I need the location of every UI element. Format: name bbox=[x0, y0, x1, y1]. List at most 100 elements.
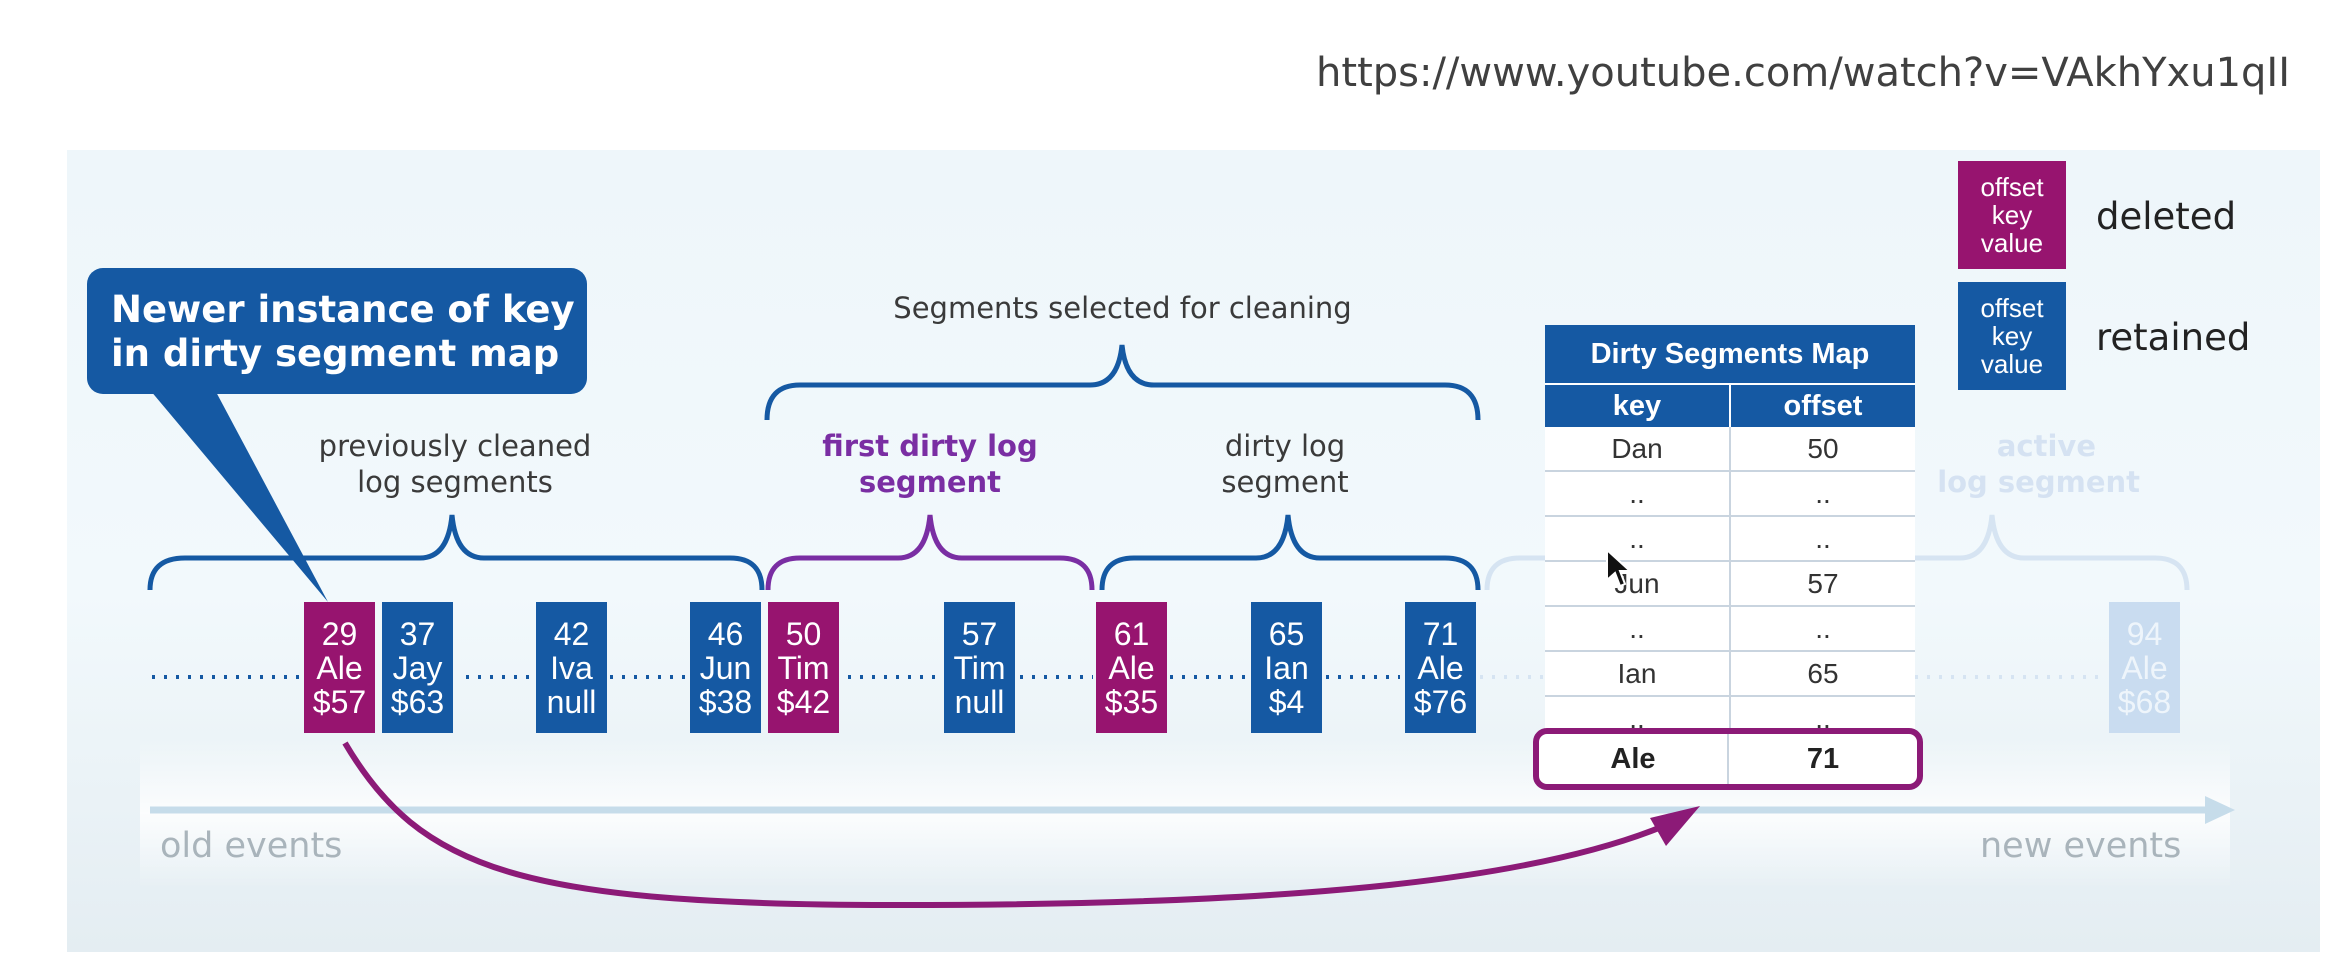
map-title: Dirty Segments Map bbox=[1545, 325, 1915, 383]
mouse-cursor-icon bbox=[1606, 548, 1633, 588]
label-selected-for-cleaning: Segments selected for cleaning bbox=[893, 291, 1352, 325]
legend-deleted-swatch: offset key value bbox=[1958, 161, 2066, 269]
record-key: Ale bbox=[1417, 649, 1464, 686]
map-highlight-key: Ale bbox=[1539, 734, 1729, 784]
record-value: $63 bbox=[390, 683, 445, 720]
record-94-ale: 94 Ale $68 bbox=[2109, 602, 2180, 733]
dirty-segments-map: Dirty Segments Map key offset Dan 50 .. … bbox=[1545, 325, 1915, 742]
map-cell-offset: .. bbox=[1815, 477, 1831, 509]
map-header: key offset bbox=[1545, 383, 1915, 427]
arrow-to-map bbox=[342, 741, 1684, 909]
record-offset: 94 bbox=[2126, 615, 2163, 652]
bracket-previously-cleaned bbox=[147, 514, 765, 591]
map-row: .. .. bbox=[1545, 607, 1915, 652]
label-active: active log segment bbox=[1910, 428, 2140, 500]
record-offset: 71 bbox=[1422, 615, 1459, 652]
map-row: .. .. bbox=[1545, 472, 1915, 517]
record-offset: 29 bbox=[321, 615, 358, 652]
record-key: Ale bbox=[316, 649, 363, 686]
record-71-ale: 71 Ale $76 bbox=[1405, 602, 1476, 733]
record-29-ale: 29 Ale $57 bbox=[304, 602, 375, 733]
callout-line-2: in dirty segment map bbox=[111, 332, 560, 375]
bracket-selected bbox=[764, 344, 1481, 421]
map-cell-key: Jun bbox=[1545, 562, 1731, 605]
bracket-dirty bbox=[1099, 514, 1481, 591]
record-value: $76 bbox=[1413, 683, 1468, 720]
map-cell-key: Ian bbox=[1545, 652, 1731, 695]
record-37-jay: 37 Jay $63 bbox=[382, 602, 453, 733]
record-value: $38 bbox=[698, 683, 753, 720]
legend-retained-swatch: offset key value bbox=[1958, 282, 2066, 390]
map-header-key: key bbox=[1545, 385, 1731, 427]
bracket-active bbox=[1484, 514, 2190, 591]
record-offset: 37 bbox=[399, 615, 436, 652]
legend-retained-label: retained bbox=[2096, 316, 2251, 359]
record-offset: 61 bbox=[1113, 615, 1150, 652]
legend-line: offset bbox=[1980, 172, 2044, 202]
callout: Newer instance of key in dirty segment m… bbox=[87, 268, 587, 394]
map-row: .. .. bbox=[1545, 517, 1915, 562]
map-cell-offset: .. bbox=[1815, 612, 1831, 644]
record-value: $42 bbox=[776, 683, 831, 720]
label-previously-cleaned-line1: previously cleaned bbox=[318, 429, 592, 463]
map-cell-key: Dan bbox=[1545, 427, 1731, 470]
record-offset: 57 bbox=[961, 615, 998, 652]
timeline-arrowhead bbox=[2205, 796, 2235, 824]
map-row: Dan 50 bbox=[1545, 427, 1915, 472]
label-active-line1: active bbox=[1996, 429, 2096, 463]
record-46-jun: 46 Jun $38 bbox=[690, 602, 761, 733]
arrow-head bbox=[1650, 806, 1700, 846]
record-50-tim: 50 Tim $42 bbox=[768, 602, 839, 733]
map-cell-key: .. bbox=[1545, 697, 1731, 740]
map-cell-offset: .. bbox=[1815, 522, 1831, 554]
map-row: Ian 65 bbox=[1545, 652, 1915, 697]
record-key: Tim bbox=[953, 649, 1006, 686]
map-cell-offset: .. bbox=[1815, 702, 1831, 734]
record-key: Jun bbox=[699, 649, 752, 686]
label-dirty-line2: segment bbox=[1221, 465, 1349, 499]
record-key: Ale bbox=[2121, 649, 2168, 686]
record-42-iva: 42 Iva null bbox=[536, 602, 607, 733]
record-value: $57 bbox=[312, 683, 367, 720]
record-key: Jay bbox=[392, 649, 443, 686]
record-57-tim: 57 Tim null bbox=[944, 602, 1015, 733]
record-key: Ale bbox=[1108, 649, 1155, 686]
label-old-events: old events bbox=[160, 826, 343, 866]
map-header-offset: offset bbox=[1783, 389, 1863, 422]
callout-line-1: Newer instance of key bbox=[111, 288, 575, 331]
record-key: Ian bbox=[1264, 649, 1309, 686]
video-url[interactable]: https://www.youtube.com/watch?v=VAkhYxu1… bbox=[1316, 50, 2290, 96]
bracket-first-dirty bbox=[765, 514, 1095, 591]
legend-deleted-label: deleted bbox=[2096, 195, 2237, 238]
record-value: $35 bbox=[1104, 683, 1159, 720]
legend-line: value bbox=[1980, 228, 2044, 258]
map-cell-offset: 65 bbox=[1807, 657, 1839, 689]
record-65-ian: 65 Ian $4 bbox=[1251, 602, 1322, 733]
legend-line: offset bbox=[1980, 293, 2044, 323]
record-offset: 42 bbox=[553, 615, 590, 652]
record-key: Tim bbox=[777, 649, 830, 686]
label-first-dirty-line1: first dirty log bbox=[822, 429, 1038, 463]
map-cell-key: .. bbox=[1545, 472, 1731, 515]
map-cell-offset: 50 bbox=[1807, 432, 1839, 464]
legend-line: value bbox=[1980, 349, 2044, 379]
callout-pointer bbox=[150, 390, 328, 602]
legend-line: key bbox=[1991, 200, 2033, 230]
record-value: null bbox=[546, 683, 597, 720]
map-row: Jun 57 bbox=[1545, 562, 1915, 607]
record-value: $68 bbox=[2117, 683, 2172, 720]
label-dirty-line1: dirty log bbox=[1224, 429, 1346, 463]
label-first-dirty: first dirty log segment bbox=[770, 428, 1090, 500]
map-highlight-row: Ale 71 bbox=[1533, 728, 1923, 790]
record-key: Iva bbox=[550, 649, 593, 686]
record-offset: 50 bbox=[785, 615, 822, 652]
map-cell-key: .. bbox=[1545, 607, 1731, 650]
map-cell-offset: 57 bbox=[1807, 567, 1839, 599]
record-offset: 46 bbox=[707, 615, 744, 652]
legend-line: key bbox=[1991, 321, 2033, 351]
record-offset: 65 bbox=[1268, 615, 1305, 652]
label-first-dirty-line2: segment bbox=[858, 465, 1002, 499]
record-value: null bbox=[954, 683, 1005, 720]
map-highlight-offset: 71 bbox=[1806, 742, 1840, 775]
